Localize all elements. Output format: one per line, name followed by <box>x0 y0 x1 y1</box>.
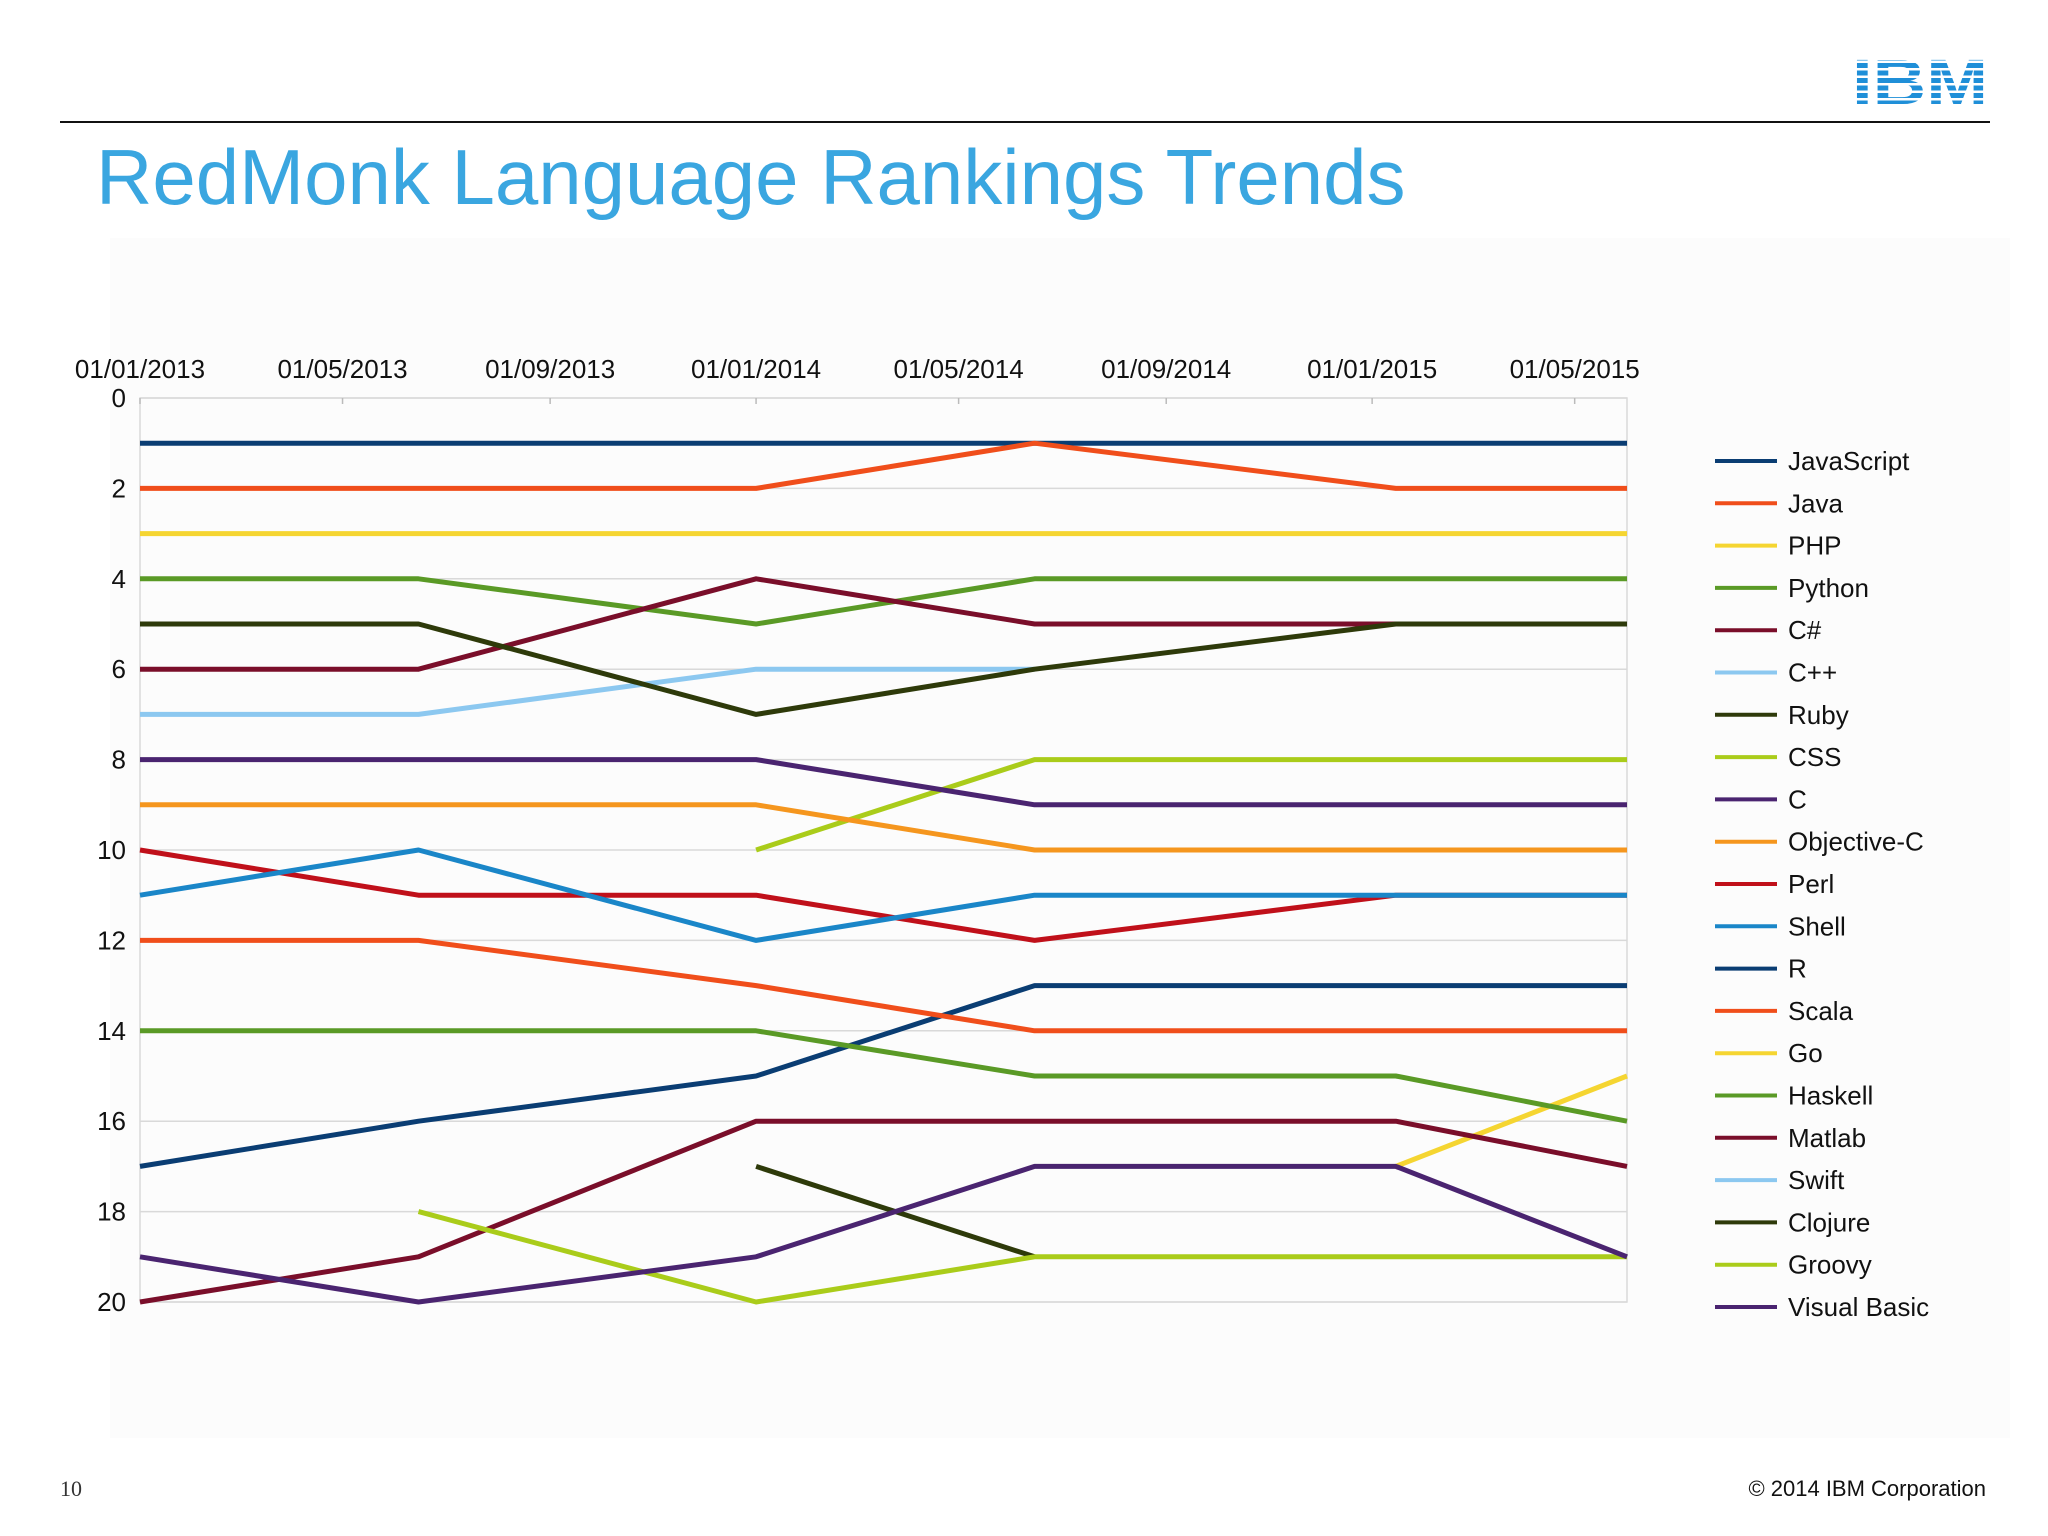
legend-label: Objective-C <box>1788 827 1924 857</box>
legend-label: Groovy <box>1788 1250 1872 1280</box>
series-line-haskell <box>140 1028 1628 1124</box>
series-line-visual-basic <box>139 1163 1628 1305</box>
legend-label: Visual Basic <box>1788 1292 1929 1322</box>
series-line-groovy <box>417 1209 1627 1305</box>
y-tick-label: 10 <box>97 835 126 865</box>
legend-label: Go <box>1788 1038 1823 1068</box>
slide-title: RedMonk Language Rankings Trends <box>96 133 1406 221</box>
legend-label: C <box>1788 784 1807 814</box>
x-tick-label: 01/09/2014 <box>1101 354 1231 384</box>
chart-background <box>110 238 2010 1438</box>
x-tick-label: 01/05/2015 <box>1510 354 1640 384</box>
series-line-c- <box>140 666 1035 717</box>
y-tick-label: 6 <box>112 654 126 684</box>
legend-label: Java <box>1788 488 1843 518</box>
legend-label: C# <box>1788 615 1822 645</box>
series-line-r <box>139 983 1627 1169</box>
y-tick-label: 20 <box>97 1287 126 1317</box>
series-line-matlab <box>139 1118 1628 1305</box>
legend-label: Clojure <box>1788 1207 1870 1237</box>
legend-label: Swift <box>1788 1165 1845 1195</box>
legend-label: Haskell <box>1788 1081 1873 1111</box>
x-tick-label: 01/01/2015 <box>1307 354 1437 384</box>
y-tick-label: 8 <box>112 745 126 775</box>
y-tick-label: 14 <box>97 1016 126 1046</box>
legend-label: Scala <box>1788 996 1854 1026</box>
series-line-css <box>755 757 1627 853</box>
y-tick-label: 18 <box>97 1197 126 1227</box>
legend-label: Python <box>1788 573 1869 603</box>
legend-label: R <box>1788 954 1807 984</box>
x-tick-label: 01/01/2013 <box>75 354 205 384</box>
legend-label: CSS <box>1788 742 1841 772</box>
series-line-c <box>140 757 1627 808</box>
y-tick-label: 2 <box>112 473 126 503</box>
legend-label: Ruby <box>1788 700 1849 730</box>
series-line-shell <box>139 847 1627 943</box>
legend-label: Shell <box>1788 911 1846 941</box>
legend-label: PHP <box>1788 531 1841 561</box>
page-number: 10 <box>60 1476 82 1501</box>
copyright-notice: © 2014 IBM Corporation <box>1748 1476 1986 1501</box>
legend-label: C++ <box>1788 658 1837 688</box>
x-tick-label: 01/01/2014 <box>691 354 821 384</box>
legend-label: Perl <box>1788 869 1834 899</box>
legend-label: JavaScript <box>1788 446 1910 476</box>
series-line-ruby <box>140 621 1627 717</box>
series-line-java <box>140 440 1627 491</box>
ibm-logo: IBM <box>1852 48 1988 108</box>
series-line-scala <box>140 937 1627 1034</box>
x-tick-label: 01/05/2013 <box>277 354 407 384</box>
legend-label: Matlab <box>1788 1123 1866 1153</box>
y-tick-label: 0 <box>112 383 126 413</box>
series-line-go <box>1394 1073 1628 1169</box>
y-tick-label: 16 <box>97 1106 126 1136</box>
x-tick-label: 01/05/2014 <box>894 354 1024 384</box>
y-tick-label: 4 <box>112 564 126 594</box>
series-line-objective-c <box>140 802 1627 853</box>
x-tick-label: 01/09/2013 <box>485 354 615 384</box>
y-tick-label: 12 <box>97 925 126 955</box>
header-rule <box>60 121 1990 123</box>
logo-text: IBM <box>1852 48 1988 108</box>
